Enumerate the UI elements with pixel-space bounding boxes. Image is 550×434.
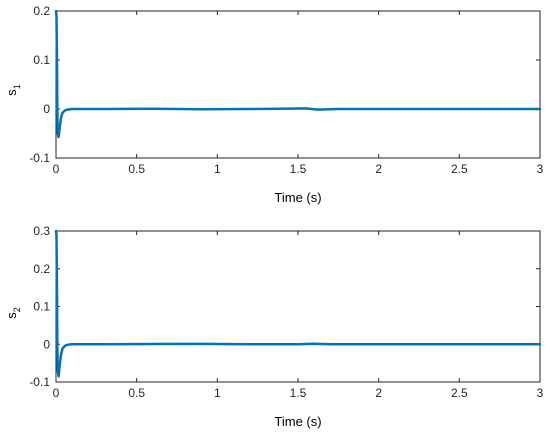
subplot-s1-ylabel: s1	[4, 84, 22, 96]
subplot-s1-xlabel: Time (s)	[274, 190, 321, 205]
subplot-s2-ylabel-sub: 2	[12, 307, 22, 312]
subplot-s2-xtick-label: 1.5	[290, 386, 307, 400]
subplot-s1-xtick-label: 0	[53, 162, 60, 176]
subplot-s2-ylabel-base: s	[4, 312, 19, 319]
subplot-s2-ytick-label: -0.1	[29, 375, 50, 389]
subplot-s1-xtick-label: 0.5	[128, 162, 145, 176]
subplot-s1-xtick-label: 3	[537, 162, 544, 176]
subplot-s2-xtick-label: 2.5	[451, 386, 468, 400]
subplot-s1-xtick-label: 2.5	[451, 162, 468, 176]
subplot-s1-xtick-label: 1.5	[290, 162, 307, 176]
subplot-s2-series-line	[54, 229, 542, 378]
subplot-s1-ytick-label: 0.2	[33, 4, 50, 18]
subplot-s1-marks	[54, 9, 542, 139]
subplot-s1-series-line	[54, 9, 542, 139]
subplot-s2-ytick-label: 0.1	[33, 300, 50, 314]
subplot-s2-ticks: 0 0.5 1 1.5 2 2.5 3-0.100.10.20.3	[29, 224, 543, 400]
subplot-s2-xtick-label: 3	[537, 386, 544, 400]
subplot-s2-ytick-label: 0.3	[33, 224, 50, 238]
subplot-s2-frame	[55, 230, 541, 383]
subplot-s1-ytick-label: -0.1	[29, 151, 50, 165]
subplot-s1-xtick-label: 1	[214, 162, 221, 176]
subplot-s1-ytick-label: 0.1	[33, 53, 50, 67]
subplot-s1-ylabel-sub: 1	[12, 84, 22, 89]
subplot-s1-ytick-label: 0	[43, 102, 50, 116]
subplot-s2-xlabel: Time (s)	[274, 414, 321, 429]
subplot-s1-xtick-label: 2	[375, 162, 382, 176]
subplot-s2-ytick-label: 0.2	[33, 262, 50, 276]
subplot-s1: 0 0.5 1 1.5 2 2.5 3-0.100.10.2 Time (s) s1	[4, 4, 544, 205]
subplot-s1-ylabel-base: s	[4, 89, 19, 96]
subplot-s2-xtick-label: 1	[214, 386, 221, 400]
subplot-s2-ylabel: s2	[4, 307, 22, 319]
subplot-s2: 0 0.5 1 1.5 2 2.5 3-0.100.10.20.3 Time (s) s2	[4, 224, 544, 429]
subplot-s1-ticks: 0 0.5 1 1.5 2 2.5 3-0.100.10.2	[29, 4, 543, 176]
subplot-s2-xtick-label: 0	[53, 386, 60, 400]
subplot-s2-xtick-label: 0.5	[128, 386, 145, 400]
subplot-s2-xtick-label: 2	[375, 386, 382, 400]
subplot-s2-ytick-label: 0	[43, 337, 50, 351]
subplot-s2-marks	[54, 229, 542, 378]
subplot-s1-frame	[55, 10, 541, 159]
